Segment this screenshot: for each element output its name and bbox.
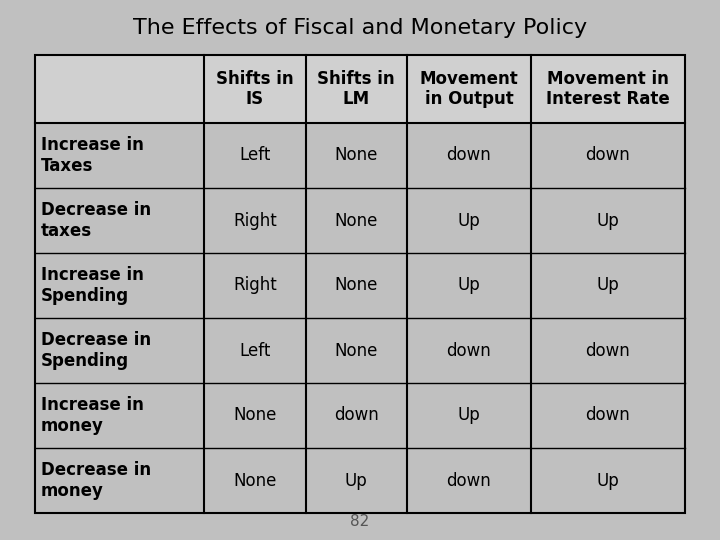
Text: down: down — [446, 341, 491, 360]
Text: Decrease in
taxes: Decrease in taxes — [41, 201, 151, 240]
Text: None: None — [233, 407, 276, 424]
Text: Right: Right — [233, 276, 276, 294]
Text: Movement in
Interest Rate: Movement in Interest Rate — [546, 70, 670, 109]
Text: Up: Up — [345, 471, 368, 489]
Text: down: down — [446, 471, 491, 489]
Text: Up: Up — [597, 212, 619, 230]
Text: Shifts in
LM: Shifts in LM — [318, 70, 395, 109]
Text: Up: Up — [597, 276, 619, 294]
Text: Left: Left — [239, 146, 271, 165]
Text: Up: Up — [458, 407, 480, 424]
Text: Left: Left — [239, 341, 271, 360]
Text: down: down — [585, 146, 630, 165]
Text: None: None — [233, 471, 276, 489]
Text: Shifts in
IS: Shifts in IS — [216, 70, 294, 109]
Text: The Effects of Fiscal and Monetary Policy: The Effects of Fiscal and Monetary Polic… — [133, 18, 587, 38]
Text: Increase in
Spending: Increase in Spending — [41, 266, 144, 305]
Text: Movement
in Output: Movement in Output — [420, 70, 518, 109]
Text: None: None — [335, 146, 378, 165]
Text: down: down — [446, 146, 491, 165]
Text: Right: Right — [233, 212, 276, 230]
Bar — [35, 55, 685, 123]
Text: Increase in
money: Increase in money — [41, 396, 144, 435]
Text: Up: Up — [458, 212, 480, 230]
Text: down: down — [585, 341, 630, 360]
Text: Decrease in
Spending: Decrease in Spending — [41, 331, 151, 370]
Text: down: down — [585, 407, 630, 424]
Text: Decrease in
money: Decrease in money — [41, 461, 151, 500]
Bar — [35, 55, 685, 513]
Text: None: None — [335, 341, 378, 360]
Text: None: None — [335, 276, 378, 294]
Text: down: down — [334, 407, 379, 424]
Text: Up: Up — [458, 276, 480, 294]
Bar — [35, 55, 685, 513]
Text: None: None — [335, 212, 378, 230]
Text: 82: 82 — [351, 515, 369, 530]
Text: Up: Up — [597, 471, 619, 489]
Text: Increase in
Taxes: Increase in Taxes — [41, 136, 144, 175]
